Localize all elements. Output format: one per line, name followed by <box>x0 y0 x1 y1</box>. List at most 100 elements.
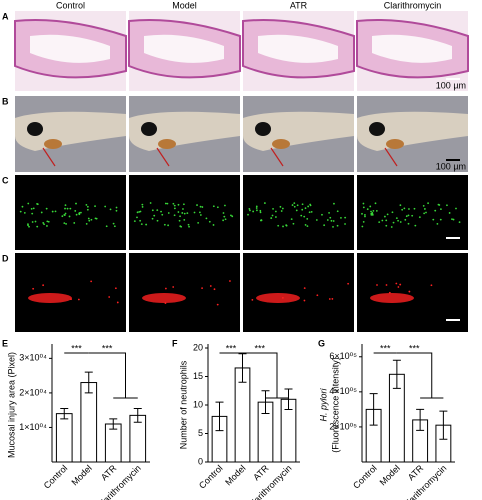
signal <box>140 223 143 226</box>
signal <box>86 208 89 211</box>
signal <box>186 212 189 215</box>
panel-letter: A <box>2 11 9 21</box>
signal <box>259 209 262 212</box>
signal <box>281 296 284 299</box>
signal <box>32 207 35 210</box>
signal <box>308 211 311 214</box>
x-tick-label: Model <box>69 463 93 487</box>
larva <box>243 111 354 151</box>
signal <box>418 216 421 219</box>
signal <box>331 298 334 300</box>
signal <box>364 215 366 218</box>
panel-letter: F <box>172 338 178 348</box>
signal <box>385 284 388 286</box>
signal <box>328 211 330 214</box>
significance: *** <box>409 343 420 353</box>
micrograph <box>15 175 126 250</box>
signal <box>133 220 136 223</box>
signal <box>374 202 377 205</box>
signal <box>88 219 91 222</box>
signal <box>75 202 77 205</box>
signal <box>164 202 167 205</box>
signal <box>64 204 67 207</box>
bar <box>55 413 73 463</box>
column-label: ATR <box>290 0 308 10</box>
eye <box>27 122 43 136</box>
signal <box>252 210 255 213</box>
signal <box>51 210 54 213</box>
signal <box>86 205 89 208</box>
signal <box>321 213 323 216</box>
signal <box>333 202 335 205</box>
signal <box>183 218 186 221</box>
signal <box>281 207 284 210</box>
y-tick-label: 4×10⁰⁵ <box>329 386 357 396</box>
signal <box>172 286 175 288</box>
signal <box>94 205 96 208</box>
signal <box>173 214 176 217</box>
signal <box>397 219 399 222</box>
signal <box>303 287 306 289</box>
signal <box>163 223 166 226</box>
signal <box>411 214 414 217</box>
signal <box>182 208 184 210</box>
signal <box>434 209 437 212</box>
signal <box>42 284 45 287</box>
signal <box>247 213 249 216</box>
error-bar <box>439 410 448 440</box>
x-tick-label: Control <box>42 463 70 491</box>
signal <box>209 285 212 287</box>
signal <box>361 225 364 228</box>
signal <box>279 205 282 208</box>
signal <box>430 284 433 287</box>
signal <box>74 210 77 212</box>
larva <box>357 111 468 151</box>
signal <box>112 222 115 225</box>
signal <box>315 219 318 221</box>
signal <box>196 204 198 206</box>
x-tick-label: ATR <box>99 463 119 483</box>
signal <box>401 208 404 211</box>
lumen <box>30 34 110 63</box>
signal <box>104 205 107 208</box>
signal <box>436 222 439 225</box>
signal <box>385 219 388 222</box>
signal <box>248 207 251 210</box>
arrow <box>42 147 56 167</box>
signal <box>323 224 326 227</box>
larva <box>15 111 126 151</box>
signal <box>113 225 116 228</box>
signal <box>306 217 309 220</box>
signal <box>177 203 180 206</box>
signal <box>270 217 273 219</box>
significance: *** <box>102 343 113 353</box>
signal <box>36 225 39 228</box>
signal <box>423 212 426 215</box>
signal <box>27 202 30 205</box>
signal <box>296 204 299 207</box>
gut <box>386 139 404 149</box>
signal <box>277 224 280 227</box>
panel-letter: B <box>2 96 9 106</box>
signal <box>199 205 202 208</box>
signal <box>31 212 34 215</box>
signal <box>395 282 398 285</box>
signal <box>32 287 35 290</box>
signal <box>329 216 332 219</box>
signal <box>378 221 381 224</box>
signal <box>422 204 425 207</box>
signal <box>87 217 90 220</box>
signal <box>114 287 117 290</box>
signal <box>216 303 219 306</box>
eye <box>255 122 271 136</box>
signal <box>256 209 258 212</box>
signal <box>138 210 141 213</box>
glow <box>28 293 72 303</box>
signal <box>167 224 170 227</box>
signal <box>222 212 225 214</box>
scale-bar-label: 100 µm <box>436 80 466 90</box>
signal <box>64 212 67 215</box>
bracket <box>88 352 138 399</box>
signal <box>260 219 263 221</box>
